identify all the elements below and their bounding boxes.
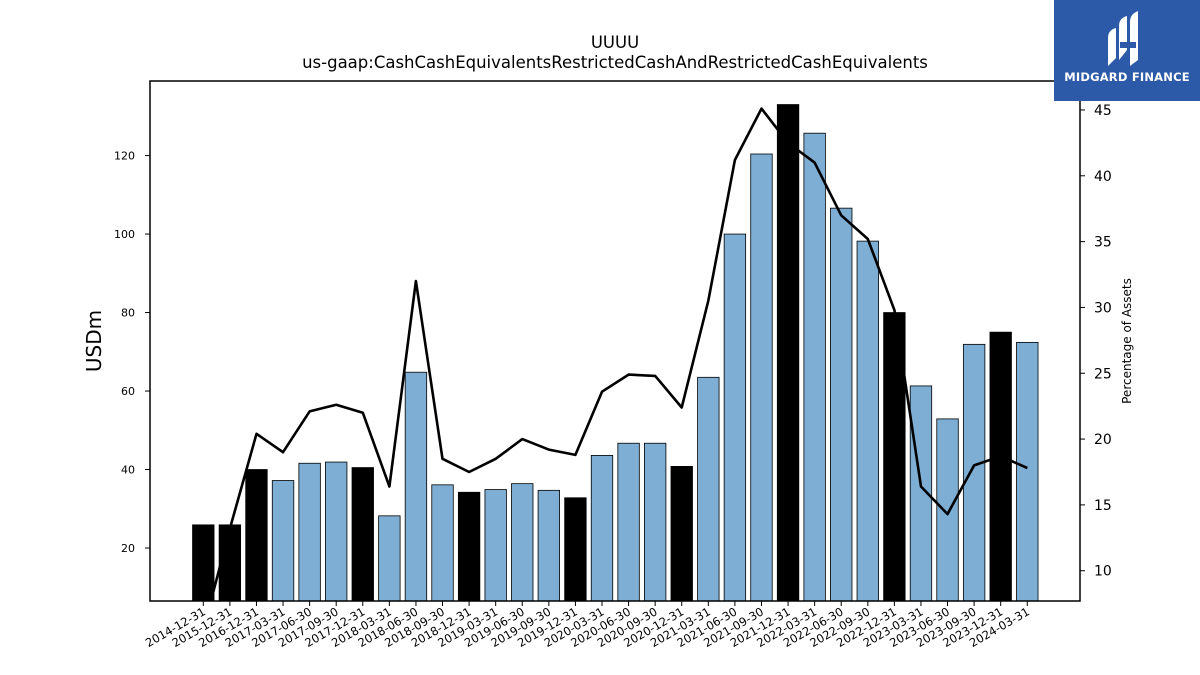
- bar-2017-06-30: [298, 462, 321, 602]
- bar-2023-09-30: [962, 343, 986, 602]
- y-tick-label: 40: [121, 464, 135, 477]
- bar-2022-06-30: [830, 207, 853, 602]
- y2-tick-label: 40: [1094, 169, 1112, 185]
- y2-tick-label: 20: [1094, 432, 1112, 448]
- bar-2016-12-31: [245, 469, 268, 602]
- y2-tick-label: 25: [1094, 366, 1112, 382]
- bar-2018-06-30: [404, 371, 428, 602]
- bar-2017-03-31: [271, 480, 295, 602]
- logo-text: MIDGARD FINANCE: [1064, 70, 1190, 84]
- bar-2019-06-30: [511, 483, 534, 602]
- y2-axis-label: Percentage of Assets: [1120, 278, 1134, 404]
- y2-tick-label: 45: [1094, 103, 1112, 119]
- line-layer: [209, 107, 1028, 601]
- midgard-logo-icon: [1108, 11, 1138, 66]
- bar-2021-12-31: [776, 104, 800, 602]
- y-tick-label: 60: [121, 385, 135, 398]
- bar-2015-12-31: [218, 524, 242, 602]
- plot-frame: [149, 80, 1081, 602]
- y-tick-label: 120: [114, 150, 135, 163]
- bar-2021-06-30: [723, 233, 747, 602]
- bar-2020-12-31: [670, 465, 693, 602]
- bar-2019-03-31: [484, 489, 507, 602]
- left-axis: 20 40 60 80 100 120: [114, 150, 150, 555]
- y2-tick-label: 15: [1094, 498, 1112, 514]
- y-tick-label: 20: [121, 542, 135, 555]
- bar-2020-03-31: [590, 454, 614, 602]
- bar-2020-06-30: [617, 442, 640, 602]
- bar-2020-09-30: [644, 442, 667, 602]
- bar-2014-12-31: [192, 524, 215, 602]
- bar-2022-03-31: [803, 132, 826, 602]
- chart-subtitle: us-gaap:CashCashEquivalentsRestrictedCas…: [302, 53, 928, 72]
- y-tick-label: 100: [114, 228, 135, 241]
- bars-layer: [192, 104, 1039, 602]
- bar-2023-12-31: [989, 331, 1012, 602]
- logo-badge: MIDGARD FINANCE: [1054, 0, 1200, 101]
- bar-2021-09-30: [750, 153, 773, 602]
- y2-tick-label: 30: [1094, 300, 1112, 316]
- y2-tick-label: 10: [1094, 564, 1112, 580]
- bar-2017-12-31: [351, 467, 374, 602]
- percentage-line: [209, 107, 1028, 601]
- bar-2018-09-30: [431, 484, 454, 602]
- bar-2021-03-31: [697, 376, 720, 602]
- y-axis-label: USDm: [82, 310, 106, 372]
- bar-2019-09-30: [537, 489, 560, 602]
- bar-2019-12-31: [564, 497, 587, 602]
- bar-2024-03-31: [1016, 341, 1039, 602]
- y-tick-label: 80: [121, 307, 135, 320]
- bar-2023-06-30: [936, 418, 959, 602]
- right-axis: 10 15 20 25 30 35 40 45: [1080, 103, 1112, 580]
- bar-2017-09-30: [325, 461, 348, 602]
- x-axis: 2014-12-312015-12-312016-12-312017-03-31…: [143, 601, 1032, 650]
- bar-2018-12-31: [457, 491, 481, 602]
- bar-2018-03-31: [378, 515, 401, 602]
- chart-title: UUUU: [591, 33, 639, 52]
- y2-tick-label: 35: [1094, 235, 1112, 251]
- bar-2022-09-30: [856, 240, 879, 602]
